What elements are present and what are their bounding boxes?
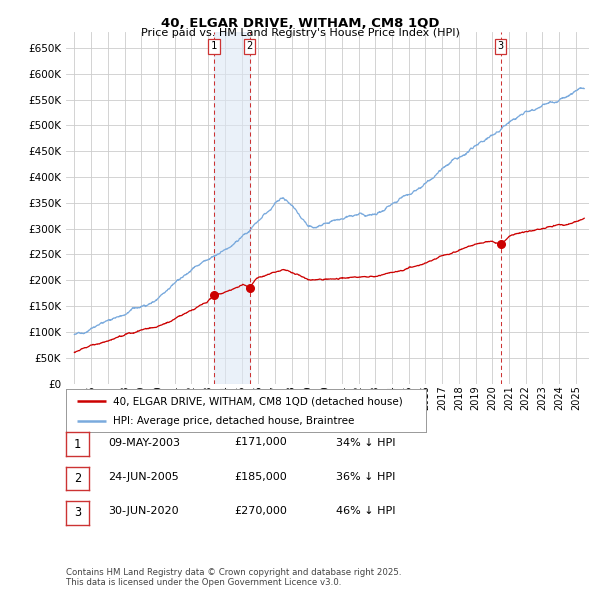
Text: 1: 1 [211,41,217,51]
Text: 36% ↓ HPI: 36% ↓ HPI [336,472,395,481]
Text: 40, ELGAR DRIVE, WITHAM, CM8 1QD: 40, ELGAR DRIVE, WITHAM, CM8 1QD [161,17,439,30]
Text: 34% ↓ HPI: 34% ↓ HPI [336,438,395,447]
Text: 40, ELGAR DRIVE, WITHAM, CM8 1QD (detached house): 40, ELGAR DRIVE, WITHAM, CM8 1QD (detach… [113,396,403,407]
Text: 2: 2 [74,472,81,485]
Text: 3: 3 [497,41,504,51]
Text: £270,000: £270,000 [234,506,287,516]
Bar [214,32,250,384]
Text: 30-JUN-2020: 30-JUN-2020 [108,506,179,516]
Text: 46% ↓ HPI: 46% ↓ HPI [336,506,395,516]
Text: 09-MAY-2003: 09-MAY-2003 [108,438,180,447]
Text: £171,000: £171,000 [234,438,287,447]
Text: 3: 3 [74,506,81,519]
Text: Price paid vs. HM Land Registry's House Price Index (HPI): Price paid vs. HM Land Registry's House … [140,28,460,38]
Text: Contains HM Land Registry data © Crown copyright and database right 2025.
This d: Contains HM Land Registry data © Crown c… [66,568,401,587]
Text: 2: 2 [247,41,253,51]
Text: 24-JUN-2005: 24-JUN-2005 [108,472,179,481]
Text: 1: 1 [74,438,81,451]
Text: £185,000: £185,000 [234,472,287,481]
Text: HPI: Average price, detached house, Braintree: HPI: Average price, detached house, Brai… [113,417,354,426]
